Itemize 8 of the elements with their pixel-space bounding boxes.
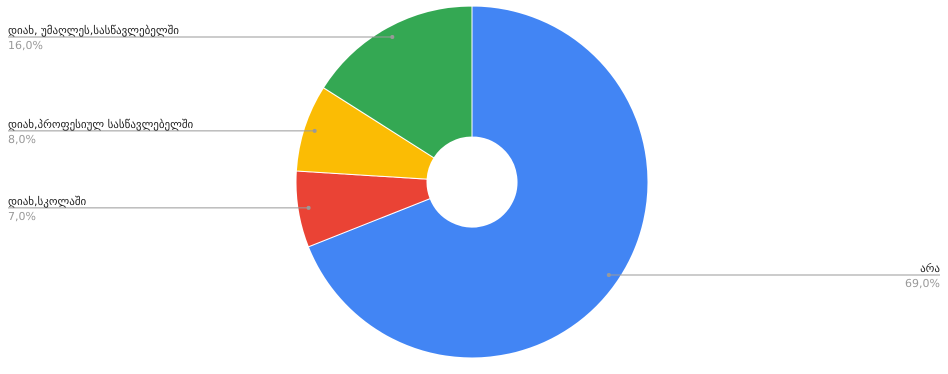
data-label: 7,0% — [8, 210, 36, 223]
data-label: 8,0% — [8, 132, 36, 146]
data-label: 69,0% — [905, 276, 940, 290]
slice-label: დიახ,პროფესიულ სასწავლებელში — [8, 118, 194, 131]
slice-label: დიახ,სკოლაში — [8, 194, 87, 208]
slice-label: არა — [920, 262, 940, 275]
slice-label: დიახ, უმაღლეს,სასწავლებელში — [8, 24, 180, 38]
data-label: 16,0% — [8, 39, 43, 52]
